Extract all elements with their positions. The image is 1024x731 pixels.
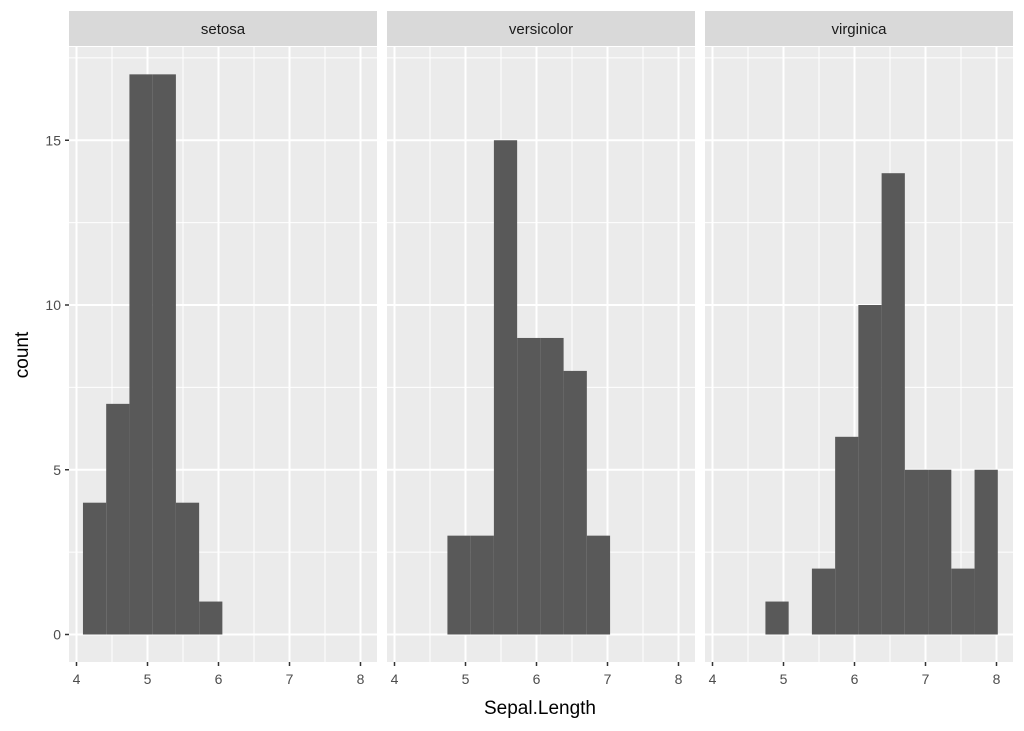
histogram-bar: [858, 305, 882, 635]
x-tick-label: 6: [215, 671, 223, 687]
x-tick-label: 6: [851, 671, 859, 687]
y-tick-label: 10: [45, 297, 61, 313]
histogram-bar: [904, 469, 929, 635]
histogram-bar: [881, 173, 905, 635]
y-tick-label: 15: [45, 132, 61, 148]
histogram-bar: [974, 469, 998, 635]
x-tick-label: 5: [144, 671, 152, 687]
x-tick-label: 7: [922, 671, 930, 687]
histogram-bar: [152, 74, 176, 635]
facet-strip-label: setosa: [201, 21, 246, 38]
x-tick-label: 8: [675, 671, 683, 687]
histogram-bar: [586, 535, 611, 635]
histogram-bar: [129, 74, 153, 635]
histogram-bar: [765, 601, 789, 635]
histogram-bar: [106, 403, 130, 635]
histogram-bar: [175, 502, 200, 635]
histogram-bar: [82, 502, 107, 635]
facet-strip: [705, 11, 1013, 46]
x-tick-label: 5: [462, 671, 470, 687]
histogram-bar: [199, 601, 223, 635]
y-axis: 0 5 10 15: [45, 132, 69, 643]
x-tick-label: 5: [780, 671, 788, 687]
facet-panels: setosa 4 5 6 7 8 versicolor 4 5 6 7 8 virginica 4 5 6 7 8: [69, 11, 1013, 687]
histogram-bar: [493, 140, 518, 635]
histogram-bar: [951, 568, 975, 635]
x-tick-label: 8: [357, 671, 365, 687]
x-tick-label: 6: [533, 671, 541, 687]
histogram-bar: [563, 370, 587, 635]
histogram-bar: [928, 469, 952, 635]
facet-strip: [69, 11, 377, 46]
x-axis-title: Sepal.Length: [484, 698, 596, 719]
histogram-bar: [811, 568, 836, 635]
histogram-bar: [447, 535, 471, 635]
facet-panel-setosa: setosa 4 5 6 7 8: [69, 11, 377, 687]
y-tick-label: 0: [53, 627, 61, 643]
histogram-bar: [540, 337, 564, 635]
x-tick-label: 7: [286, 671, 294, 687]
y-axis-title: count: [12, 331, 33, 378]
facet-strip-label: virginica: [831, 21, 887, 38]
x-tick-label: 4: [709, 671, 717, 687]
histogram-bar: [470, 535, 494, 635]
facet-panel-virginica: virginica 4 5 6 7 8: [705, 11, 1013, 687]
x-tick-label: 7: [604, 671, 612, 687]
y-tick-label: 5: [53, 462, 61, 478]
facet-panel-versicolor: versicolor 4 5 6 7 8: [387, 11, 695, 687]
x-tick-label: 8: [993, 671, 1001, 687]
x-tick-label: 4: [391, 671, 399, 687]
facet-strip-label: versicolor: [509, 21, 573, 38]
histogram-bar: [517, 337, 541, 635]
facet-strip: [387, 11, 695, 46]
histogram-bar: [835, 436, 859, 635]
x-tick-label: 4: [73, 671, 81, 687]
